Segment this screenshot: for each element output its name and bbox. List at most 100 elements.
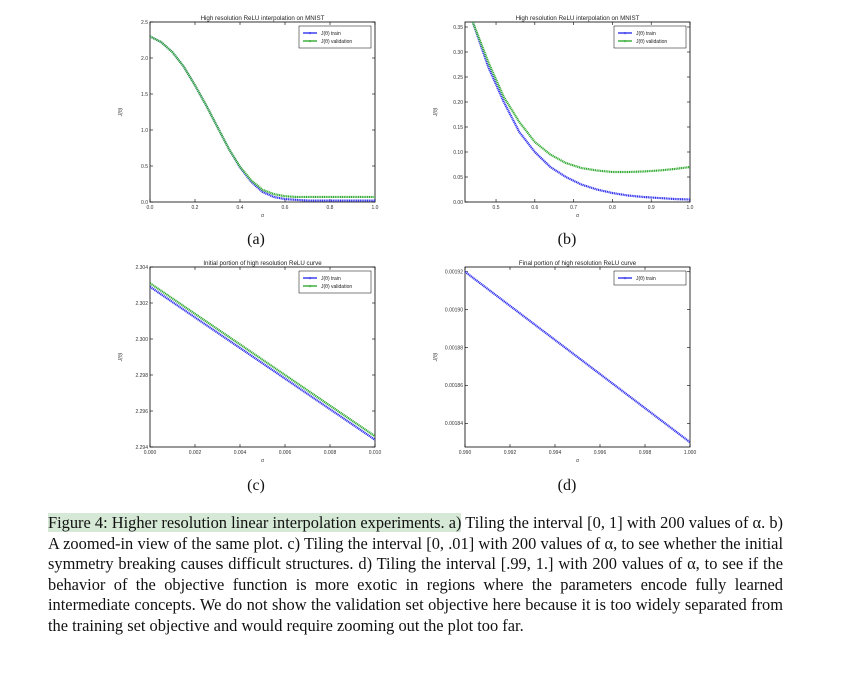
legend-marker: ×: [624, 276, 627, 282]
series-line-validation: [150, 35, 375, 199]
legend-entry: J(θ) train: [321, 276, 341, 282]
y-tick-label: 2.298: [135, 373, 148, 379]
x-tick-label: 0.992: [504, 450, 517, 456]
x-tick-label: 0.4: [237, 205, 244, 211]
y-axis-label: J(θ): [118, 352, 124, 362]
y-tick-label: 2.300: [135, 337, 148, 343]
x-tick-label: 0.990: [459, 450, 472, 456]
y-tick-label: 0.00190: [445, 307, 463, 313]
legend-marker: ×: [624, 31, 627, 37]
y-tick-label: 0.5: [141, 164, 148, 170]
legend-marker: ×: [309, 276, 312, 282]
caption-body: Tiling the interval [0, 1] with 200 valu…: [48, 513, 783, 635]
subfig-label-d: (d): [557, 477, 577, 494]
y-tick-label: 0.25: [453, 75, 463, 81]
y-tick-label: 0.00192: [445, 270, 463, 276]
legend-box: [298, 270, 372, 294]
series-group: [150, 35, 375, 202]
chart-title: High resolution ReLU interpolation on MN…: [516, 15, 640, 22]
y-tick-label: 0.00188: [445, 345, 463, 351]
x-tick-label: 0.6: [531, 205, 538, 211]
x-axis-label: α: [576, 213, 579, 219]
x-tick-label: 1.0: [372, 205, 379, 211]
plot-frame: [149, 21, 376, 203]
figure-d: Final portion of high resolution ReLU cu…: [425, 257, 705, 469]
y-tick-label: 0.10: [453, 150, 463, 156]
y-tick-label: 0.0: [141, 200, 148, 206]
legend-entry: J(θ) validation: [636, 39, 667, 45]
x-tick-label: 0.6: [282, 205, 289, 211]
figure-a: High resolution ReLU interpolation on MN…: [110, 12, 390, 224]
legend-marker: ×: [309, 31, 312, 37]
x-tick-label: 0.8: [327, 205, 334, 211]
legend-entry: J(θ) train: [636, 31, 656, 37]
legend-entry: J(θ) train: [636, 276, 656, 282]
legend-box: [613, 270, 687, 286]
x-tick-label: 0.0: [147, 205, 154, 211]
legend-marker: ×: [309, 39, 312, 45]
x-axis-label: α: [261, 213, 264, 219]
x-tick-label: 0.9: [648, 205, 655, 211]
y-tick-label: 0.20: [453, 100, 463, 106]
series-line-train: [150, 35, 375, 202]
x-tick-label: 0.004: [234, 450, 247, 456]
y-tick-label: 0.00184: [445, 421, 463, 427]
figure-caption: Figure 4: Higher resolution linear inter…: [48, 513, 783, 636]
subfig-label-a: (a): [247, 231, 265, 248]
x-axis-label: α: [261, 458, 264, 464]
y-tick-label: 0.35: [453, 25, 463, 31]
y-tick-label: 0.15: [453, 125, 463, 131]
plot-frame: [149, 266, 376, 448]
chart-title: Final portion of high resolution ReLU cu…: [519, 260, 637, 267]
chart-c: Initial portion of high resolution ReLU …: [118, 260, 382, 464]
figure-b: High resolution ReLU interpolation on MN…: [425, 12, 705, 224]
y-tick-label: 2.302: [135, 301, 148, 307]
y-tick-label: 2.304: [135, 265, 148, 271]
y-tick-label: 1.0: [141, 128, 148, 134]
plot-frame: [464, 266, 691, 448]
legend-box: [298, 25, 372, 49]
x-tick-label: 1.000: [684, 450, 697, 456]
series-line-train: [465, 270, 690, 444]
x-tick-label: 1.0: [687, 205, 694, 211]
figure-c: Initial portion of high resolution ReLU …: [110, 257, 390, 469]
y-tick-label: 0.00: [453, 200, 463, 206]
series-line-train: [471, 22, 690, 201]
y-axis-label: J(θ): [433, 107, 439, 117]
x-tick-label: 0.002: [189, 450, 202, 456]
y-tick-label: 2.5: [141, 20, 148, 26]
x-tick-label: 0.994: [549, 450, 562, 456]
chart-b: High resolution ReLU interpolation on MN…: [433, 15, 694, 219]
chart-d: Final portion of high resolution ReLU cu…: [433, 260, 697, 464]
series-group: [150, 282, 375, 441]
legend-entry: J(θ) train: [321, 31, 341, 37]
x-tick-label: 0.996: [594, 450, 607, 456]
y-tick-label: 1.5: [141, 92, 148, 98]
legend-entry: J(θ) validation: [321, 39, 352, 45]
x-tick-label: 0.000: [144, 450, 157, 456]
x-axis-label: α: [576, 458, 579, 464]
series-group: [471, 22, 690, 201]
y-tick-label: 0.05: [453, 175, 463, 181]
caption-highlight: Figure 4: Higher resolution linear inter…: [48, 513, 462, 532]
series-line-validation: [471, 22, 690, 174]
x-tick-label: 0.2: [192, 205, 199, 211]
y-tick-label: 2.0: [141, 56, 148, 62]
y-tick-label: 2.296: [135, 409, 148, 415]
legend-marker: ×: [624, 39, 627, 45]
subfig-label-c: (c): [247, 477, 265, 494]
y-tick-label: 2.294: [135, 445, 148, 451]
x-tick-label: 0.7: [570, 205, 577, 211]
chart-title: High resolution ReLU interpolation on MN…: [201, 15, 325, 22]
chart-a: High resolution ReLU interpolation on MN…: [118, 15, 379, 219]
x-tick-label: 0.010: [369, 450, 382, 456]
x-tick-label: 0.006: [279, 450, 292, 456]
x-tick-label: 0.8: [609, 205, 616, 211]
y-axis-label: J(θ): [433, 352, 439, 362]
series-line-train: [150, 285, 375, 441]
x-tick-label: 0.5: [493, 205, 500, 211]
series-line-validation: [150, 282, 375, 438]
legend-entry: J(θ) validation: [321, 284, 352, 290]
legend-box: [613, 25, 687, 49]
chart-title: Initial portion of high resolution ReLU …: [203, 260, 322, 267]
